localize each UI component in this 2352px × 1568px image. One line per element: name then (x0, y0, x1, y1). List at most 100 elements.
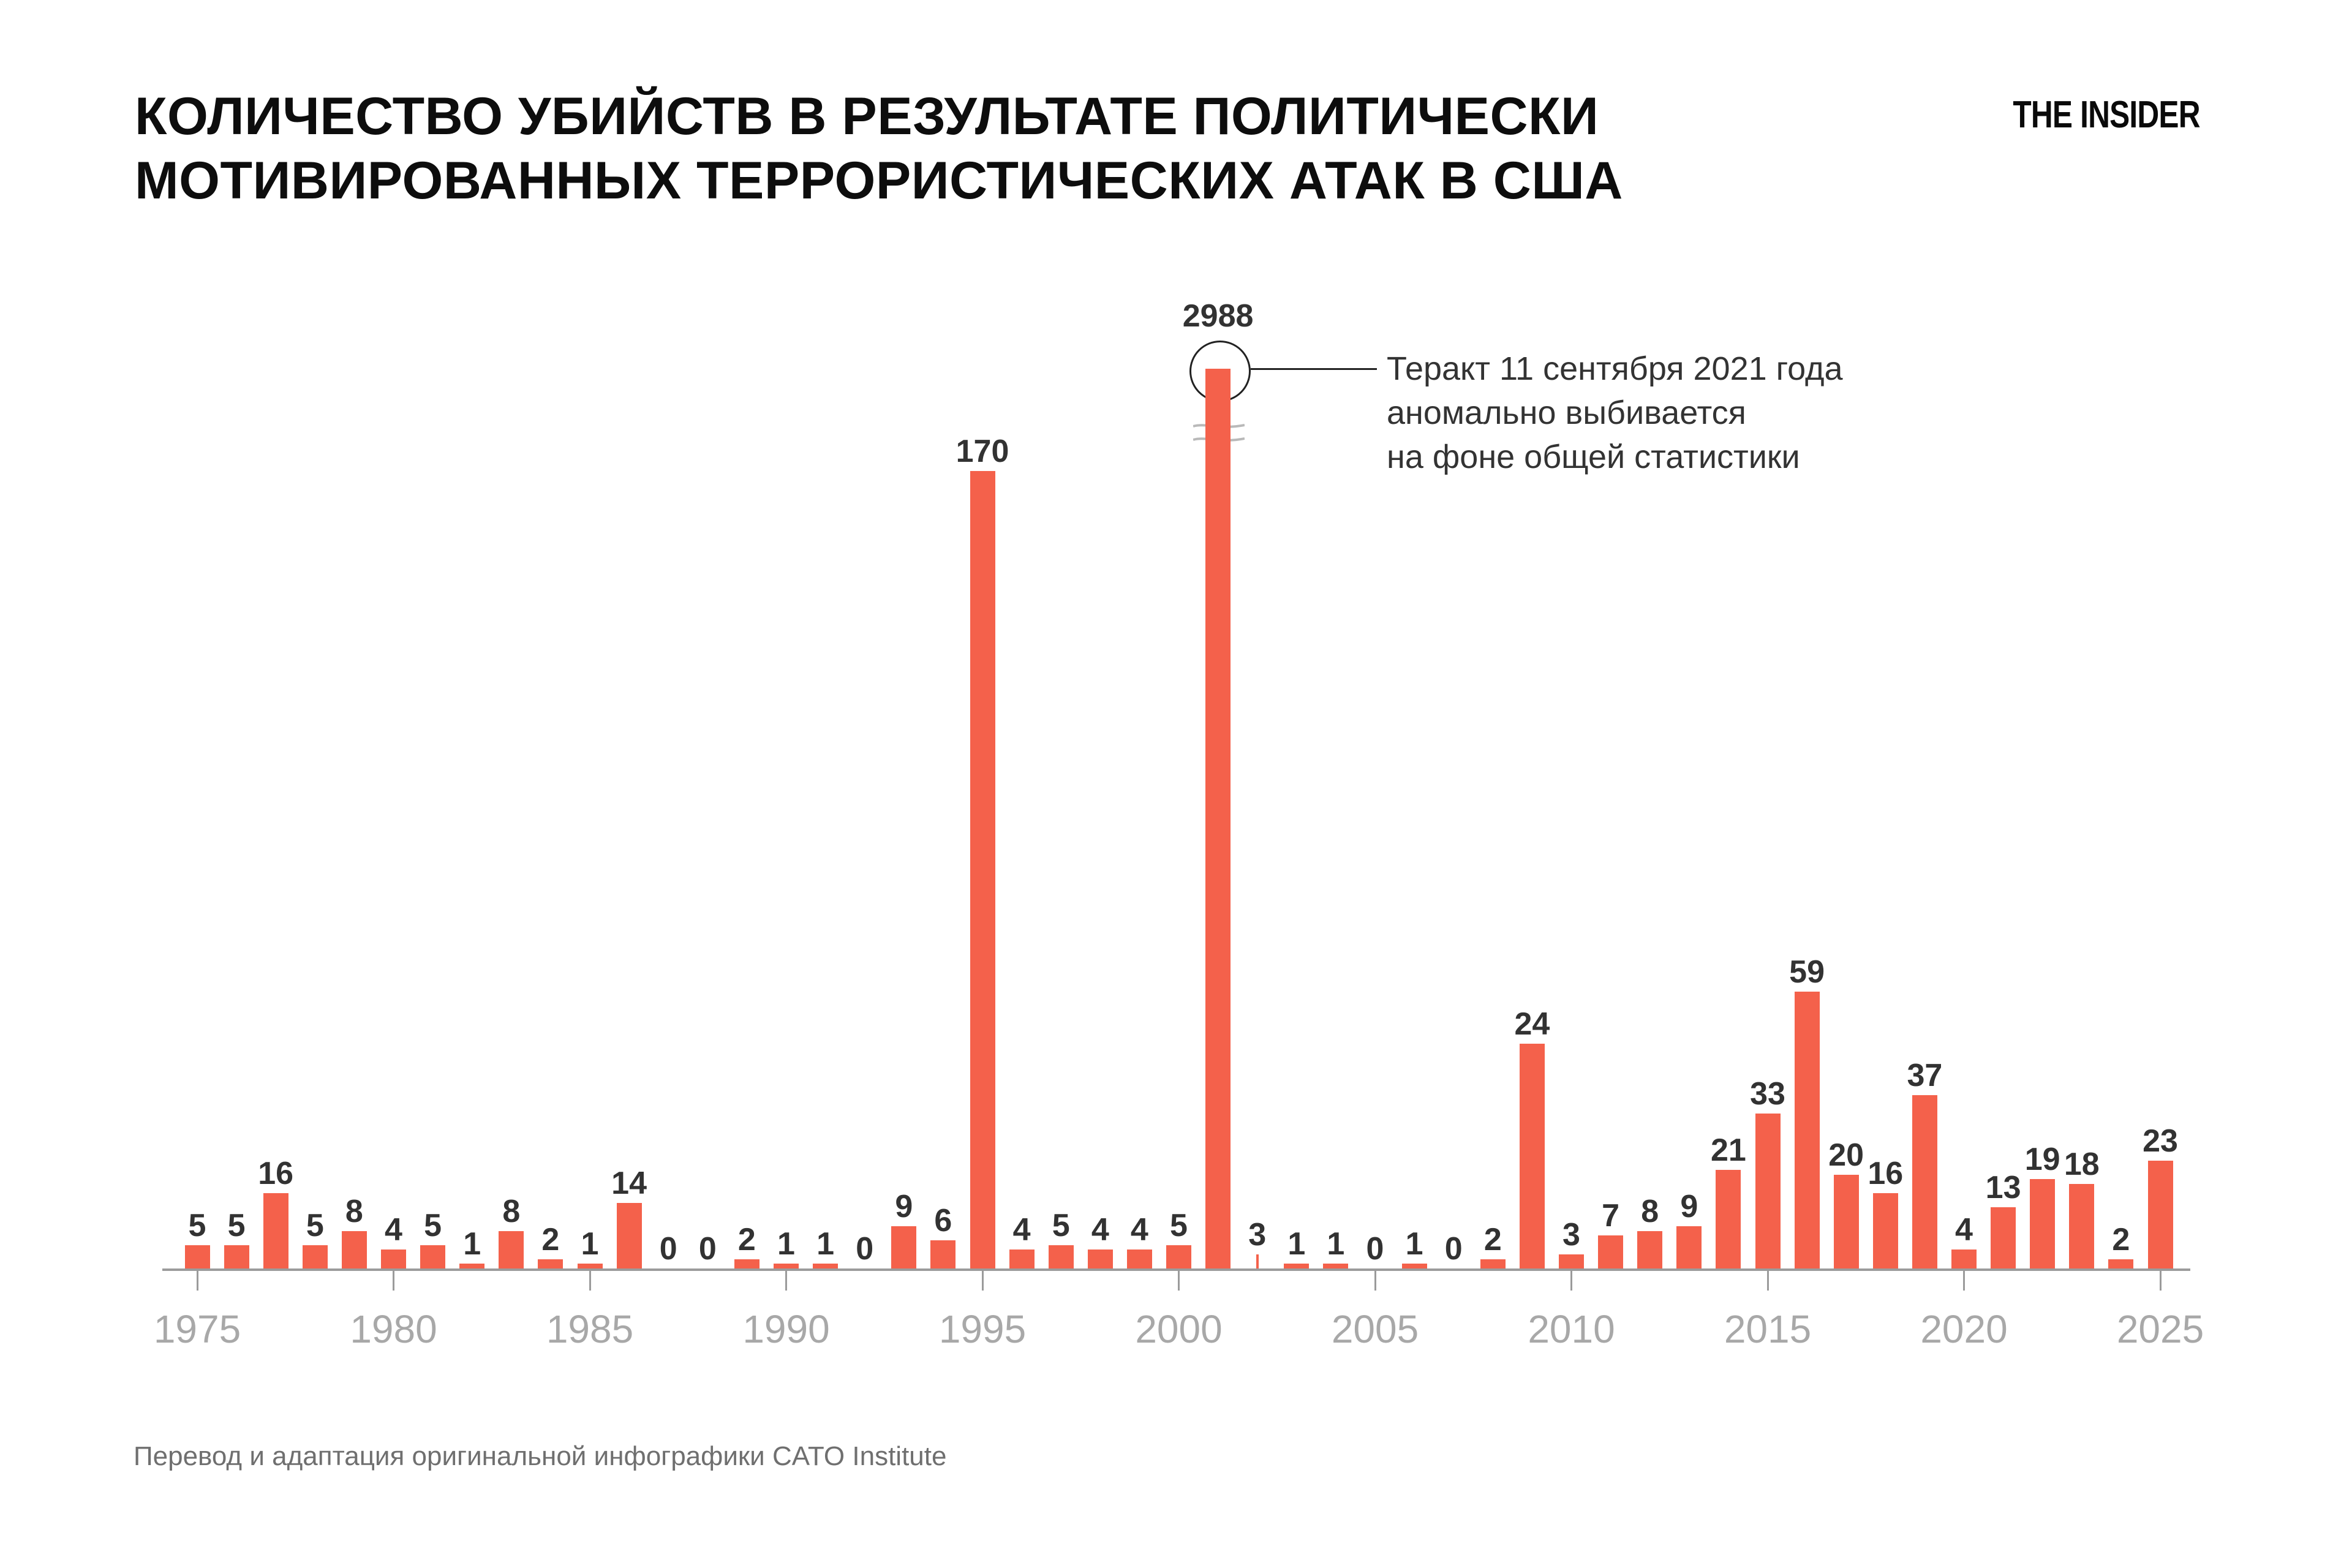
bar-value-label-1979: 8 (345, 1193, 363, 1229)
annotation-text: Теракт 11 сентября 2021 года аномально в… (1387, 347, 1843, 479)
annotation-line-2: аномально выбивается (1387, 394, 1746, 431)
annotation-line-1: Теракт 11 сентября 2021 года (1387, 350, 1843, 387)
bar-value-label-1991: 1 (816, 1226, 835, 1262)
x-axis-baseline (162, 1268, 2190, 1271)
bar-value-label-2002: 3 (1248, 1217, 1267, 1253)
bar-1982 (459, 1264, 485, 1268)
bar-1977 (263, 1193, 288, 1268)
bar-2010 (1559, 1254, 1584, 1268)
brand-logo: THE INSIDER (2013, 94, 2201, 136)
bar-value-label-1985: 1 (581, 1226, 599, 1262)
bar-value-label-1981: 5 (424, 1207, 442, 1243)
bar-1979 (341, 1231, 367, 1268)
bar-1997 (1048, 1245, 1074, 1268)
bar-value-label-1999: 4 (1130, 1212, 1148, 1248)
x-tick-2020 (1963, 1271, 1965, 1291)
annotation-line-3: на фоне общей статистики (1387, 439, 1800, 475)
bar-1989 (734, 1259, 760, 1268)
page-title: КОЛИЧЕСТВО УБИЙСТВ В РЕЗУЛЬТАТЕ ПОЛИТИЧЕ… (135, 85, 1623, 213)
bar-value-label-2014: 21 (1710, 1133, 1746, 1169)
x-tick-label-1990: 1990 (742, 1307, 830, 1351)
bar-value-label-1976: 5 (227, 1207, 246, 1243)
bar-1986 (616, 1202, 642, 1268)
bar-value-label-2003: 1 (1287, 1226, 1306, 1262)
bar-value-label-1998: 4 (1091, 1212, 1109, 1248)
x-tick-1995 (981, 1271, 984, 1291)
bar-2017 (1833, 1174, 1859, 1268)
bar-2016 (1794, 992, 1820, 1268)
bar-2013 (1676, 1226, 1702, 1268)
bar-value-label-2022: 19 (2024, 1142, 2060, 1178)
bar-value-label-1980: 4 (385, 1212, 402, 1248)
bar-1981 (420, 1245, 446, 1268)
bar-2021 (1991, 1207, 2016, 1268)
bar-value-label-1982: 1 (463, 1226, 481, 1262)
bar-2024 (2108, 1259, 2134, 1268)
bar-1990 (774, 1264, 799, 1268)
bar-1998 (1087, 1250, 1113, 1268)
bar-value-label-2015: 33 (1750, 1076, 1785, 1112)
bar-1995 (970, 471, 995, 1268)
bar-value-label-2013: 9 (1680, 1189, 1698, 1225)
x-tick-label-2020: 2020 (1920, 1307, 2008, 1351)
x-tick-2025 (2159, 1271, 2162, 1291)
bar-2008 (1480, 1259, 1506, 1268)
x-tick-label-2005: 2005 (1331, 1307, 1419, 1351)
bar-1993 (891, 1226, 917, 1268)
bar-value-label-2004: 1 (1327, 1226, 1345, 1262)
x-tick-label-1980: 1980 (350, 1307, 437, 1351)
bar-2012 (1637, 1231, 1663, 1268)
x-tick-label-2015: 2015 (1724, 1307, 1812, 1351)
bar-1978 (302, 1245, 328, 1268)
bar-2019 (1912, 1095, 1937, 1268)
x-tick-2015 (1766, 1271, 1769, 1291)
x-tick-1975 (196, 1271, 198, 1291)
bar-1994 (930, 1240, 956, 1268)
bar-value-label-1993: 9 (895, 1189, 913, 1225)
bar-2001 (1205, 369, 1231, 1268)
bar-value-label-2007: 0 (1444, 1231, 1463, 1267)
bar-value-label-2005: 0 (1366, 1231, 1384, 1267)
bar-value-label-2021: 13 (1985, 1170, 2021, 1206)
bar-2022 (2030, 1179, 2056, 1268)
bar-2006 (1401, 1264, 1427, 1268)
x-tick-label-2000: 2000 (1135, 1307, 1223, 1351)
bar-value-label-1992: 0 (856, 1231, 874, 1267)
bar-value-label-2006: 1 (1405, 1226, 1423, 1262)
bar-value-label-1989: 2 (737, 1221, 756, 1257)
x-tick-label-1975: 1975 (153, 1307, 241, 1351)
bar-value-label-2001: 2988 (1182, 298, 1254, 334)
bar-value-label-1990: 1 (777, 1226, 795, 1262)
bar-value-label-2008: 2 (1483, 1221, 1502, 1257)
bar-value-label-2000: 5 (1170, 1207, 1188, 1243)
callout-line (1251, 368, 1377, 370)
bar-1984 (538, 1259, 564, 1268)
bar-value-label-2023: 18 (2064, 1147, 2100, 1183)
bar-1991 (813, 1264, 839, 1268)
bar-value-label-1984: 2 (541, 1221, 560, 1257)
bar-value-label-2010: 3 (1562, 1217, 1580, 1253)
x-tick-label-2010: 2010 (1528, 1307, 1615, 1351)
bar-value-label-1977: 16 (258, 1156, 294, 1192)
bar-value-label-2025: 23 (2143, 1123, 2178, 1159)
bar-1980 (381, 1250, 406, 1268)
bar-2002 (1256, 1254, 1259, 1268)
bar-value-label-2019: 37 (1907, 1057, 1943, 1093)
bar-2014 (1716, 1170, 1741, 1268)
bar-2004 (1323, 1264, 1349, 1268)
page-title-line-2: МОТИВИРОВАННЫХ ТЕРРОРИСТИЧЕСКИХ АТАК В С… (135, 151, 1623, 210)
x-tick-label-1995: 1995 (938, 1307, 1027, 1351)
bar-value-label-1978: 5 (306, 1207, 324, 1243)
bar-1985 (577, 1264, 603, 1268)
bar-value-label-2009: 24 (1514, 1006, 1550, 1042)
bar-value-label-2020: 4 (1955, 1212, 1973, 1248)
bar-value-label-1996: 4 (1012, 1212, 1031, 1248)
bar-1983 (499, 1231, 524, 1268)
bar-2003 (1284, 1264, 1310, 1268)
x-tick-1980 (393, 1271, 394, 1291)
bar-value-label-1983: 8 (502, 1193, 521, 1229)
x-tick-2005 (1374, 1271, 1376, 1291)
x-tick-label-1985: 1985 (546, 1307, 634, 1351)
page-title-line-1: КОЛИЧЕСТВО УБИЙСТВ В РЕЗУЛЬТАТЕ ПОЛИТИЧЕ… (135, 87, 1599, 146)
